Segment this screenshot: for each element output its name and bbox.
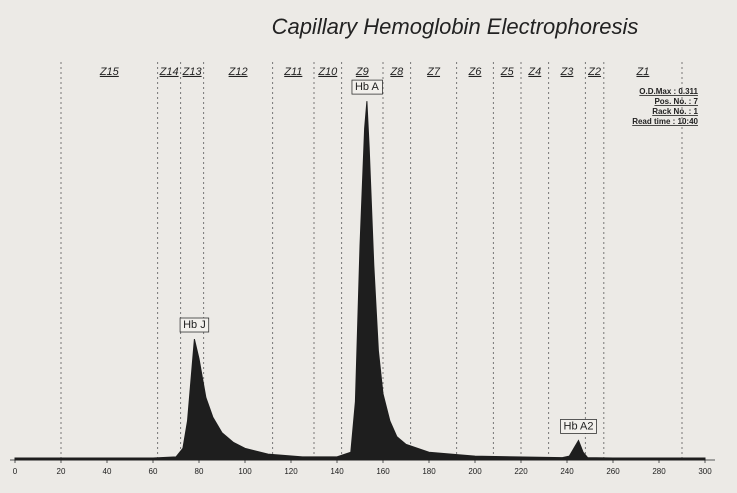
zone-label: Z4 xyxy=(527,66,541,78)
peak-label-box xyxy=(560,419,597,434)
zone-label: Z8 xyxy=(389,66,404,78)
x-tick-label: 60 xyxy=(149,467,158,476)
chart-title: Capillary Hemoglobin Electrophoresis xyxy=(272,14,639,39)
zone-label: Z5 xyxy=(500,66,515,78)
zone-label: Z11 xyxy=(283,66,302,78)
x-tick-label: 100 xyxy=(238,467,252,476)
x-tick-label: 180 xyxy=(422,467,436,476)
zone-label: Z13 xyxy=(182,66,203,78)
x-tick-label: 200 xyxy=(468,467,482,476)
zone-label: Z3 xyxy=(560,66,575,78)
x-tick-label: 240 xyxy=(560,467,574,476)
info-line: Pos. No. : 7 xyxy=(654,97,698,106)
x-tick-label: 260 xyxy=(606,467,620,476)
zone-label: Z14 xyxy=(159,66,179,78)
zone-label: Z1 xyxy=(635,66,649,78)
x-tick-label: 80 xyxy=(195,467,204,476)
zone-label: Z7 xyxy=(426,66,441,78)
peak-label: Hb A2 xyxy=(564,420,594,432)
x-tick-label: 40 xyxy=(103,467,112,476)
density-area xyxy=(14,101,706,461)
zone-label: Z2 xyxy=(587,66,601,78)
peak-label-box xyxy=(179,317,210,333)
x-tick-label: 20 xyxy=(57,467,66,476)
peak-label: Hb A xyxy=(355,81,380,93)
info-line: Rack No. : 1 xyxy=(652,107,698,116)
zone-label: Z15 xyxy=(99,66,120,78)
peak-label: Hb J xyxy=(183,319,206,331)
info-line: O.D.Max : 0.311 xyxy=(639,87,698,96)
zone-label: Z10 xyxy=(317,66,338,78)
zone-label: Z6 xyxy=(468,66,483,78)
x-tick-label: 220 xyxy=(514,467,528,476)
x-tick-label: 0 xyxy=(13,467,18,476)
info-line: Read time : 10:40 xyxy=(632,117,698,126)
x-tick-label: 300 xyxy=(698,467,712,476)
x-tick-label: 160 xyxy=(376,467,390,476)
x-tick-label: 120 xyxy=(284,467,298,476)
peak-label-box xyxy=(351,79,383,95)
zone-label: Z9 xyxy=(355,66,369,78)
x-tick-label: 280 xyxy=(652,467,666,476)
zone-label: Z12 xyxy=(228,66,248,78)
x-tick-label: 140 xyxy=(330,467,344,476)
